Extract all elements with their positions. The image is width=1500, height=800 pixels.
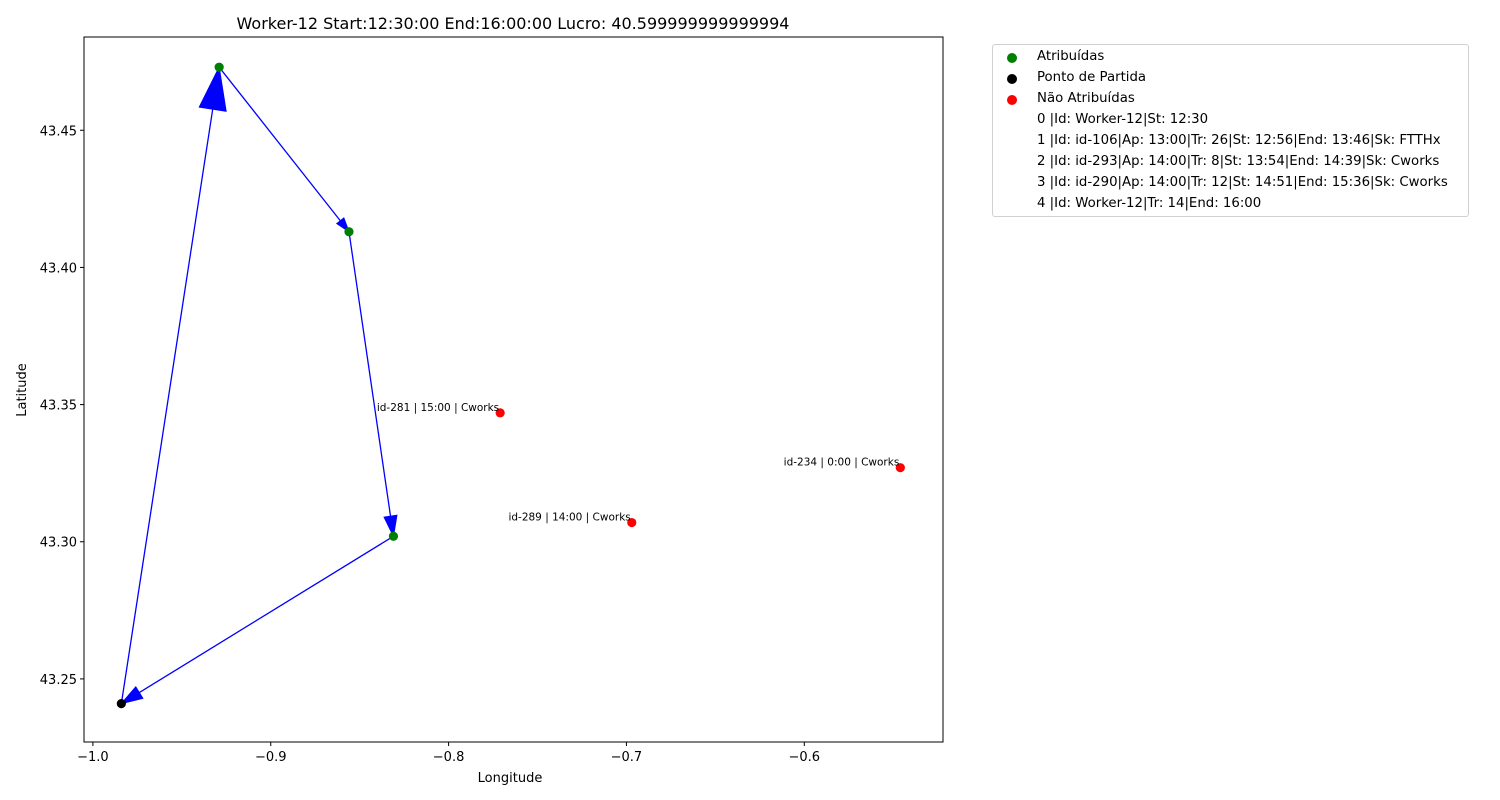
x-tick-label: −1.0 <box>77 750 109 765</box>
legend-label: 2 |Id: id-293|Ap: 14:00|Tr: 8|St: 13:54|… <box>1037 154 1440 169</box>
point-label: id-234 | 0:00 | Cworks <box>784 457 900 469</box>
x-axis-ticks: −1.0 −0.9 −0.8 −0.7 −0.6 <box>77 742 820 765</box>
y-tick-label: 43.25 <box>40 673 77 688</box>
legend-item-step-4: 4 |Id: Worker-12|Tr: 14|End: 16:00 <box>993 194 1468 215</box>
legend-item-assigned: Atribuídas <box>993 47 1468 68</box>
point-label: id-281 | 15:00 | Cworks <box>377 402 499 414</box>
point-markers <box>116 62 905 709</box>
x-tick-label: −0.8 <box>433 750 465 765</box>
point-labels: id-281 | 15:00 | Cworks id-234 | 0:00 | C… <box>377 402 899 524</box>
point-marker <box>495 408 505 418</box>
route-segment <box>120 109 214 704</box>
point-marker <box>116 698 126 709</box>
route-arrowhead <box>119 685 144 705</box>
y-axis-ticks: 43.25 43.30 43.35 43.40 43.45 <box>40 124 84 688</box>
legend-label: Atribuídas <box>1037 49 1105 64</box>
legend-label: Ponto de Partida <box>1037 70 1147 85</box>
point-marker <box>214 62 224 72</box>
y-tick-label: 43.45 <box>40 124 77 139</box>
route-arrowhead <box>383 514 398 538</box>
y-axis-label: Latitude <box>15 363 30 417</box>
point-label: id-289 | 14:00 | Cworks <box>508 512 630 524</box>
plot-area-frame <box>83 36 944 743</box>
route-segment <box>218 66 341 222</box>
route-segment <box>138 535 394 694</box>
legend-item-unassigned: Não Atribuídas <box>993 89 1468 110</box>
legend-item-step-0: 0 |Id: Worker-12|St: 12:30 <box>993 110 1468 131</box>
green-dot-icon <box>1007 53 1017 63</box>
route-segment <box>348 231 392 517</box>
legend-label: Não Atribuídas <box>1037 91 1135 106</box>
legend-label: 1 |Id: id-106|Ap: 13:00|Tr: 26|St: 12:56… <box>1037 133 1441 148</box>
x-tick-label: −0.6 <box>788 750 820 765</box>
point-marker <box>344 227 354 237</box>
red-dot-icon <box>1007 95 1017 105</box>
legend-item-step-3: 3 |Id: id-290|Ap: 14:00|Tr: 12|St: 14:51… <box>993 173 1468 194</box>
route-arrowhead <box>198 65 227 112</box>
legend-item-step-1: 1 |Id: id-106|Ap: 13:00|Tr: 26|St: 12:56… <box>993 131 1468 152</box>
y-tick-label: 43.35 <box>40 399 77 414</box>
x-tick-label: −0.9 <box>255 750 287 765</box>
point-marker <box>388 531 399 541</box>
legend-label: 0 |Id: Worker-12|St: 12:30 <box>1037 112 1209 127</box>
legend-item-start-point: Ponto de Partida <box>993 68 1468 89</box>
legend-label: 4 |Id: Worker-12|Tr: 14|End: 16:00 <box>1037 196 1262 211</box>
chart-title: Worker-12 Start:12:30:00 End:16:00:00 Lu… <box>237 14 790 33</box>
x-axis-label: Longitude <box>478 771 543 786</box>
legend-item-step-2: 2 |Id: id-293|Ap: 14:00|Tr: 8|St: 13:54|… <box>993 152 1468 173</box>
chart-legend: Atribuídas Ponto de Partida Não Atribuíd… <box>992 44 1469 217</box>
x-tick-label: −0.7 <box>611 750 643 765</box>
y-tick-label: 43.30 <box>40 536 77 551</box>
black-dot-icon <box>1007 74 1017 84</box>
legend-label: 3 |Id: id-290|Ap: 14:00|Tr: 12|St: 14:51… <box>1037 175 1448 190</box>
point-marker <box>895 463 905 473</box>
y-tick-label: 43.40 <box>40 261 77 276</box>
point-marker <box>627 517 637 528</box>
